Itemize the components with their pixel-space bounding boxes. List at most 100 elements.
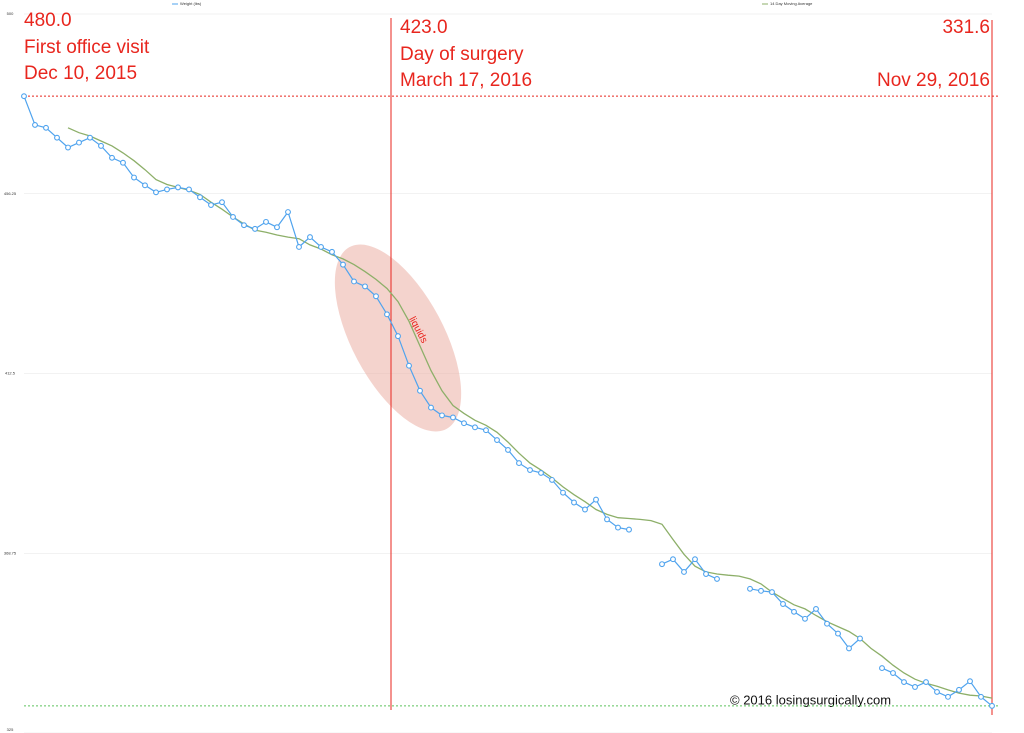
legend-label: Weight (lbs): [180, 1, 202, 6]
data-point: [615, 524, 621, 531]
data-point: [362, 283, 368, 290]
data-point: [549, 476, 555, 483]
data-point: [714, 575, 720, 582]
data-point: [43, 124, 49, 131]
data-point: [879, 665, 885, 672]
data-point: [131, 174, 137, 181]
data-point: [373, 293, 379, 300]
data-point: [274, 224, 280, 231]
data-point: [824, 620, 830, 627]
data-point: [285, 209, 291, 215]
y-tick-label: 325: [7, 727, 14, 732]
data-point: [241, 222, 247, 229]
data-point: [923, 679, 929, 686]
data-point: [417, 387, 423, 394]
data-point: [340, 261, 346, 268]
data-point: [472, 424, 478, 431]
data-point: [538, 469, 544, 476]
y-tick-label: 500: [7, 11, 14, 16]
data-point: [560, 489, 566, 496]
data-point: [659, 561, 665, 568]
data-point: [681, 568, 687, 575]
data-point: [505, 446, 511, 453]
data-point: [54, 134, 60, 141]
data-point: [186, 186, 192, 193]
data-point: [219, 199, 225, 206]
data-point: [153, 189, 159, 196]
credit: © 2016 losingsurgically.com: [730, 692, 891, 707]
data-point: [494, 437, 500, 444]
data-point: [252, 225, 258, 232]
data-point: [120, 159, 126, 166]
data-point: [846, 645, 852, 652]
data-point: [835, 630, 841, 637]
data-point: [263, 218, 269, 225]
data-point: [945, 693, 951, 700]
data-point: [384, 311, 390, 318]
data-point: [857, 635, 863, 642]
data-point: [142, 182, 148, 189]
data-point: [65, 144, 71, 151]
data-point: [98, 142, 104, 149]
annotation-value: 423.0: [400, 17, 448, 38]
data-point: [901, 679, 907, 686]
data-point: [802, 615, 808, 622]
data-point: [175, 184, 181, 191]
y-tick-label: 368.75: [4, 550, 17, 555]
data-point: [967, 678, 973, 685]
data-point: [428, 404, 434, 411]
data-point: [692, 556, 698, 563]
data-point: [351, 278, 357, 285]
data-point: [406, 362, 412, 369]
data-point: [571, 499, 577, 506]
annotation-text: March 17, 2016: [400, 70, 532, 91]
data-point: [516, 460, 522, 467]
data-point: [208, 202, 214, 208]
data-point: [626, 526, 632, 533]
data-point: [21, 93, 27, 100]
y-tick-label: 412.5: [5, 371, 16, 376]
data-point: [912, 684, 918, 690]
data-point: [32, 121, 38, 128]
annotation-value: 480.0: [24, 10, 72, 31]
data-point: [164, 186, 170, 193]
data-point: [197, 194, 203, 201]
data-point: [87, 134, 93, 141]
series-line: [67, 127, 993, 699]
y-tick-label: 456.25: [4, 191, 17, 196]
plot-layer: 500 456.25 412.5 368.75 325 Weight (lbs) 14 Da…: [4, 1, 1000, 732]
data-point: [791, 608, 797, 615]
annotation-value: 331.6: [942, 17, 990, 38]
annotation-text: Dec 10, 2015: [24, 63, 137, 84]
data-point: [461, 420, 467, 427]
series-line: [23, 95, 993, 707]
data-point: [780, 601, 786, 607]
data-point: [956, 686, 962, 693]
data-point: [813, 605, 819, 612]
data-point: [450, 414, 456, 421]
data-point: [483, 427, 489, 434]
data-point: [978, 693, 984, 700]
legend-label: 14 Day Moving Average: [770, 1, 813, 6]
data-point: [296, 244, 302, 250]
data-point: [318, 244, 324, 250]
data-point: [890, 670, 896, 676]
data-point: [934, 688, 940, 695]
data-point: [758, 587, 764, 594]
data-point: [109, 154, 115, 161]
data-point: [703, 571, 709, 577]
data-point: [582, 506, 588, 513]
data-point: [439, 412, 445, 419]
annotation-text: Nov 29, 2016: [877, 70, 990, 91]
annotation-text: First office visit: [24, 37, 150, 58]
data-point: [307, 234, 313, 241]
data-point: [670, 556, 676, 563]
data-point: [76, 139, 82, 146]
data-point: [989, 702, 995, 709]
data-point: [395, 333, 401, 340]
data-point: [593, 496, 599, 503]
data-point: [230, 214, 236, 220]
data-point: [747, 585, 753, 592]
